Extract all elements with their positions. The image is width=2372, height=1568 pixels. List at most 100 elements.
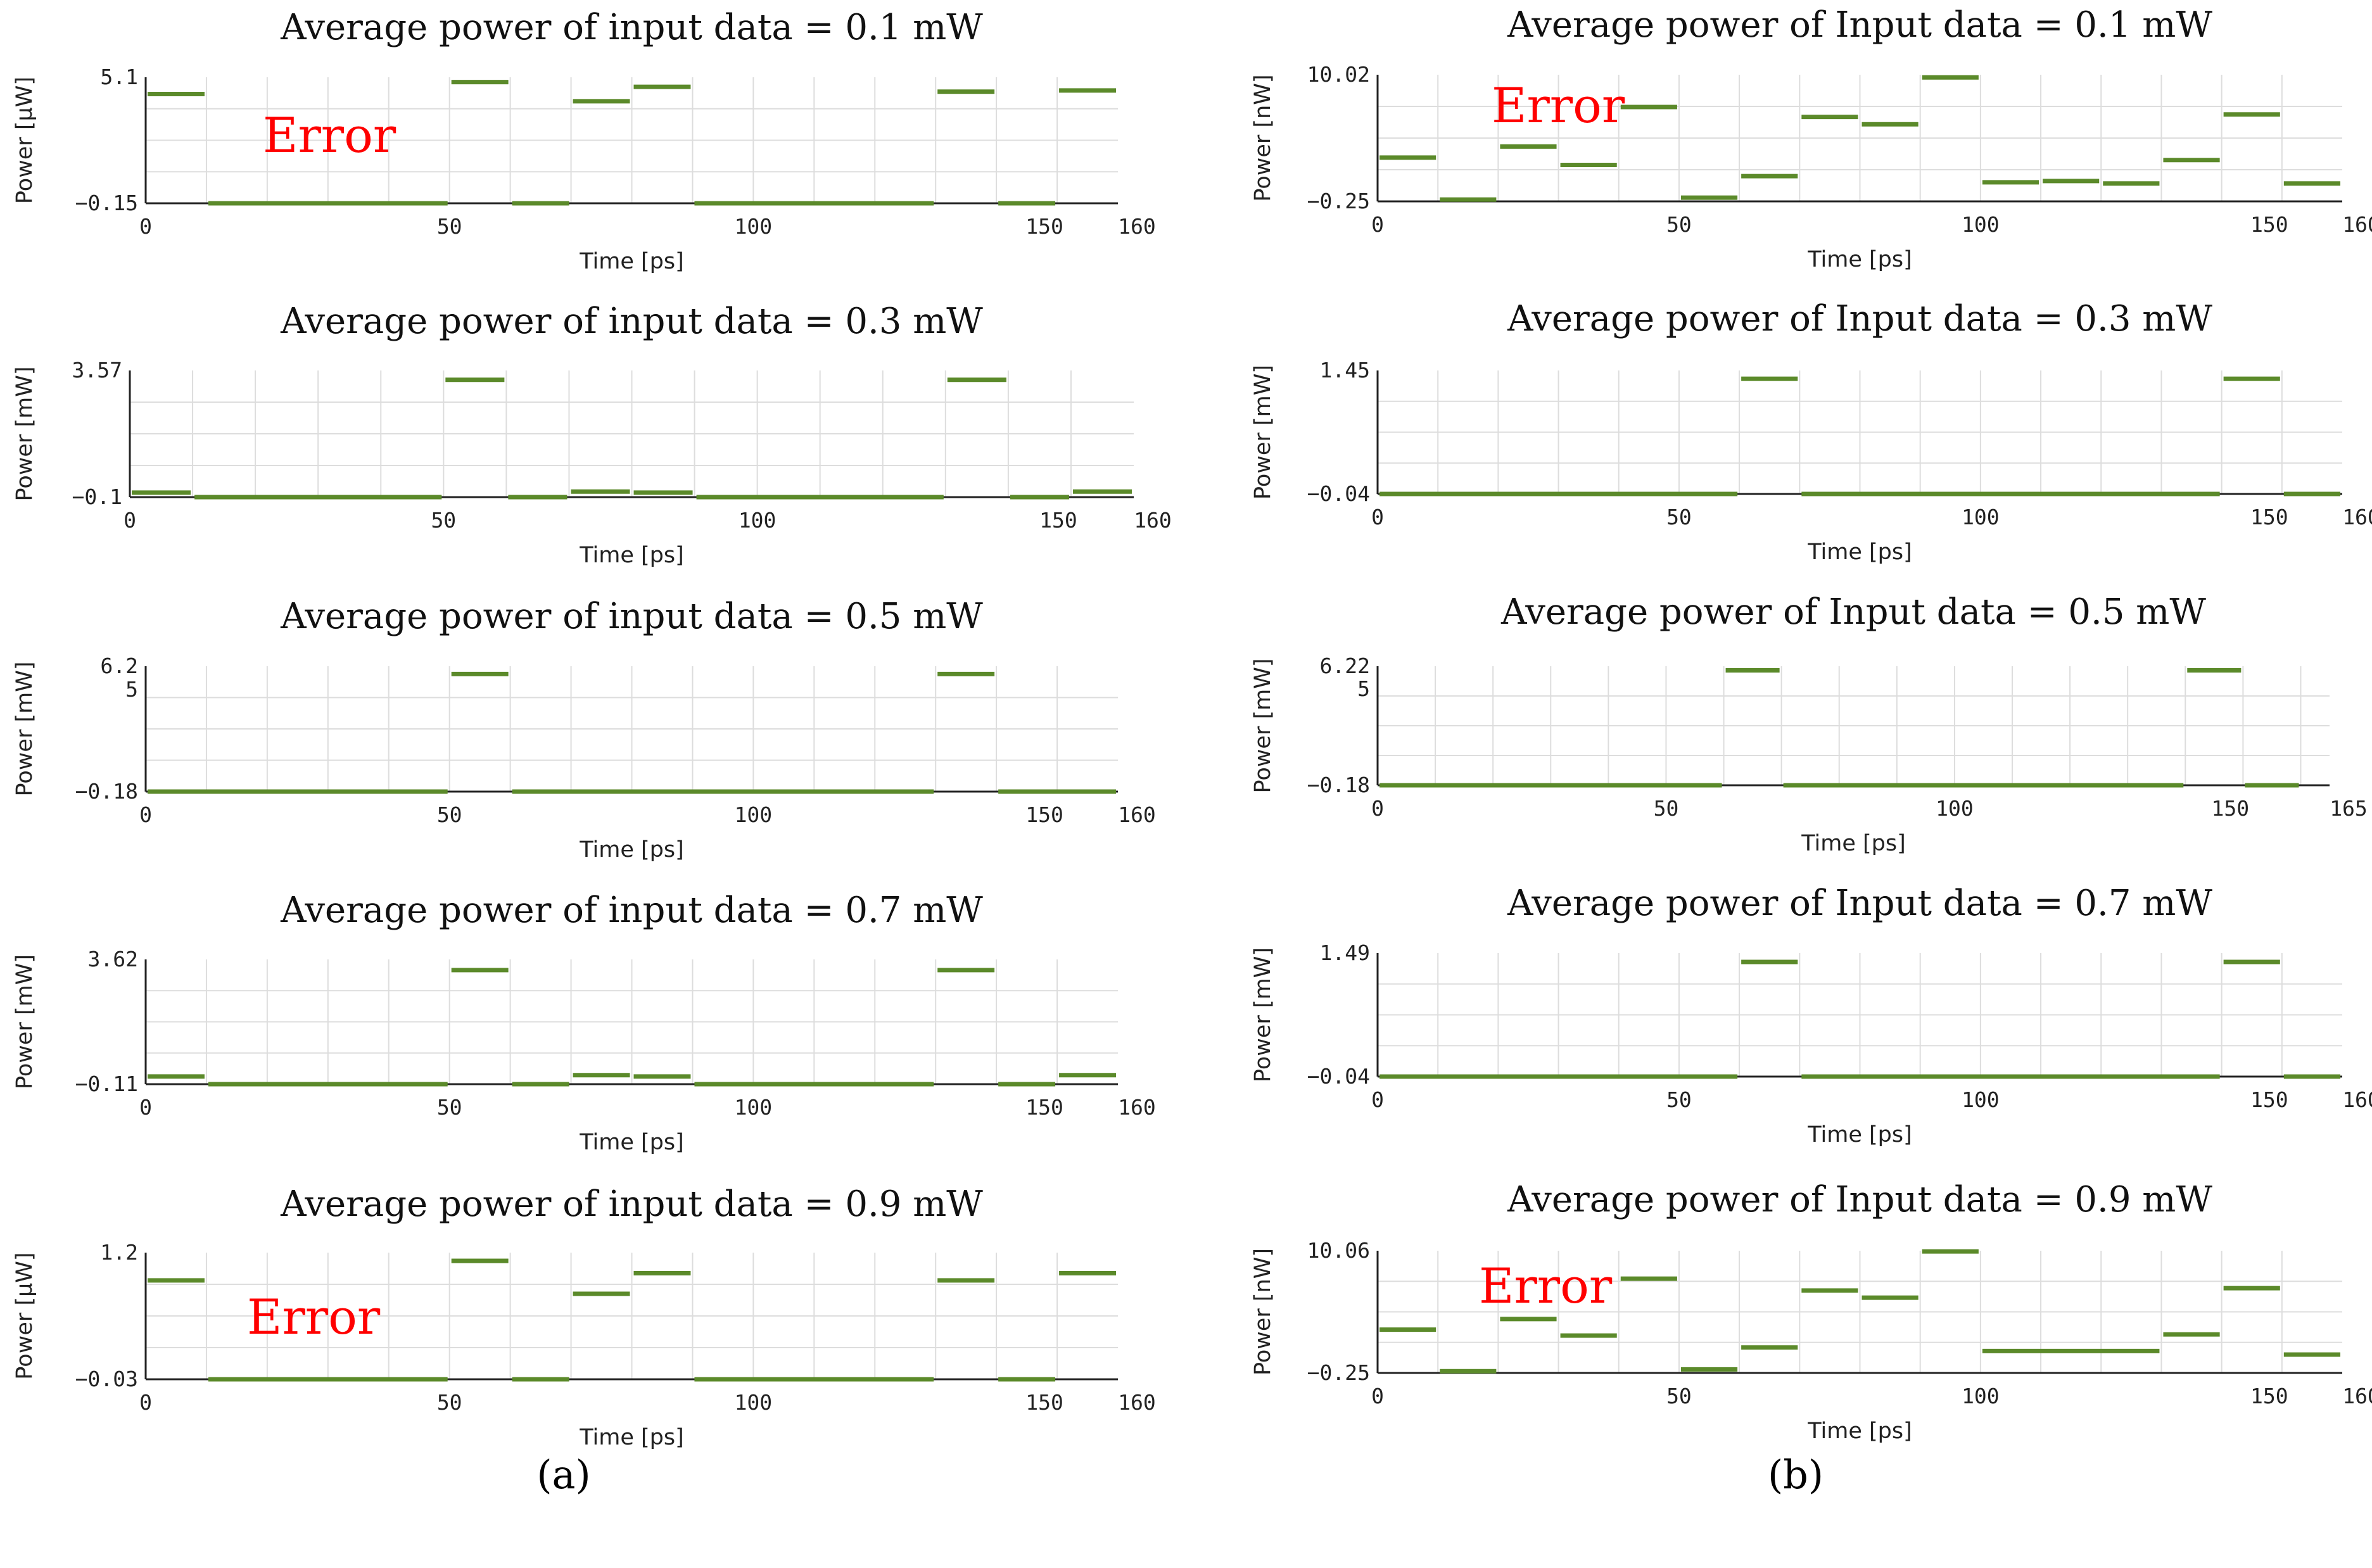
y-axis-label: Power [mW] xyxy=(1250,659,1276,793)
chart-title: Average power of input data = 0.1 mW xyxy=(280,7,983,48)
x-tick-label: 150 xyxy=(1025,214,1063,239)
chart-b3: Average power of Input data = 0.5 mW −0.1… xyxy=(1250,591,2368,856)
x-tick-label: 50 xyxy=(437,1095,462,1120)
y-tick-label: 1.45 xyxy=(1320,358,1370,383)
panel-label-a: (a) xyxy=(536,1451,590,1498)
x-tick-label: 0 xyxy=(139,802,152,827)
x-tick-label: 0 xyxy=(139,1390,152,1415)
x-axis-label: Time [ps] xyxy=(1807,247,1912,272)
error-annotation: Error xyxy=(247,1289,381,1345)
y-axis-label: Power [mW] xyxy=(1250,365,1276,500)
x-tick-label: 100 xyxy=(735,214,773,239)
x-axis-label: Time [ps] xyxy=(579,543,684,568)
x-tick-label: 160 xyxy=(1118,214,1156,239)
x-axis-label: Time [ps] xyxy=(579,1425,684,1450)
error-annotation: Error xyxy=(1492,77,1625,134)
x-tick-label: 100 xyxy=(735,802,773,827)
x-axis-label: Time [ps] xyxy=(1807,540,1912,565)
x-tick-label: 50 xyxy=(1666,212,1692,237)
chart-title: Average power of Input data = 0.1 mW xyxy=(1507,4,2212,46)
y-axis-label: Power [nW] xyxy=(1250,1248,1276,1375)
x-tick-label: 160 xyxy=(2342,212,2372,237)
x-tick-label: 100 xyxy=(1962,505,2000,529)
x-tick-label: 0 xyxy=(124,508,136,533)
y-tick-label: −0.15 xyxy=(75,191,138,215)
x-tick-label: 100 xyxy=(1936,796,1974,821)
y-tick-label: 5 xyxy=(125,677,138,702)
x-tick-label: 100 xyxy=(735,1095,773,1120)
chart-a2: Average power of input data = 0.3 mW −0.1… xyxy=(12,301,1172,568)
x-tick-label: 160 xyxy=(1134,508,1172,533)
chart-a1: Average power of input data = 0.1 mW −0.1… xyxy=(12,7,1156,274)
x-tick-label: 50 xyxy=(437,1390,462,1415)
x-axis-label: Time [ps] xyxy=(1807,1122,1912,1148)
x-tick-label: 160 xyxy=(2342,505,2372,529)
y-tick-label: 10.02 xyxy=(1307,62,1370,87)
x-tick-label: 50 xyxy=(431,508,456,533)
error-annotation: Error xyxy=(1479,1258,1613,1314)
chart-b2: Average power of Input data = 0.3 mW −0.0… xyxy=(1250,298,2372,565)
x-tick-label: 0 xyxy=(1371,505,1384,529)
y-axis-label: Power [mW] xyxy=(12,954,37,1089)
x-tick-label: 150 xyxy=(1025,802,1063,827)
x-tick-label: 50 xyxy=(437,802,462,827)
x-tick-label: 160 xyxy=(2342,1384,2372,1408)
x-tick-label: 0 xyxy=(1371,1384,1384,1408)
x-tick-label: 50 xyxy=(1666,1087,1692,1112)
y-axis-label: Power [mW] xyxy=(1250,947,1276,1082)
y-tick-label: −0.04 xyxy=(1307,1064,1370,1089)
x-tick-label: 50 xyxy=(1654,796,1679,821)
x-tick-label: 160 xyxy=(2342,1087,2372,1112)
x-tick-label: 100 xyxy=(1962,212,2000,237)
panel-label-b: (b) xyxy=(1768,1451,1823,1498)
x-tick-label: 150 xyxy=(1025,1095,1063,1120)
x-tick-label: 160 xyxy=(1118,1390,1156,1415)
x-axis-label: Time [ps] xyxy=(579,249,684,274)
chart-a3: Average power of input data = 0.5 mW −0.1… xyxy=(12,596,1156,863)
chart-title: Average power of input data = 0.9 mW xyxy=(280,1184,983,1225)
x-axis-label: Time [ps] xyxy=(1801,831,1906,856)
y-tick-label: −0.11 xyxy=(75,1072,138,1096)
x-tick-label: 100 xyxy=(735,1390,773,1415)
chart-title: Average power of input data = 0.3 mW xyxy=(280,301,983,342)
y-tick-label: −0.03 xyxy=(75,1367,138,1391)
chart-a4: Average power of input data = 0.7 mW −0.1… xyxy=(12,890,1156,1155)
chart-title: Average power of input data = 0.5 mW xyxy=(280,596,983,637)
y-tick-label: −0.04 xyxy=(1307,481,1370,506)
x-tick-label: 150 xyxy=(2212,796,2250,821)
y-axis-label: Power [nW] xyxy=(1250,74,1276,201)
chart-b5: Average power of Input data = 0.9 mW −0.2… xyxy=(1250,1179,2372,1444)
y-tick-label: 6.2 xyxy=(100,654,138,678)
x-tick-label: 100 xyxy=(739,508,777,533)
x-tick-label: 0 xyxy=(1371,1087,1384,1112)
x-tick-label: 150 xyxy=(1039,508,1077,533)
y-tick-label: −0.18 xyxy=(1307,773,1370,797)
x-tick-label: 165 xyxy=(2330,796,2368,821)
x-tick-label: 150 xyxy=(1025,1390,1063,1415)
y-tick-label: −0.1 xyxy=(72,484,122,509)
y-axis-label: Power [mW] xyxy=(12,367,37,502)
x-axis-label: Time [ps] xyxy=(579,837,684,863)
x-tick-label: 100 xyxy=(1962,1384,2000,1408)
x-tick-label: 0 xyxy=(139,1095,152,1120)
x-tick-label: 50 xyxy=(437,214,462,239)
y-tick-label: 3.62 xyxy=(88,947,138,971)
x-axis-label: Time [ps] xyxy=(1807,1419,1912,1444)
x-tick-label: 0 xyxy=(139,214,152,239)
x-tick-label: 50 xyxy=(1666,1384,1692,1408)
x-tick-label: 100 xyxy=(1962,1087,2000,1112)
chart-title: Average power of input data = 0.7 mW xyxy=(280,890,983,931)
x-tick-label: 150 xyxy=(2250,1384,2288,1408)
x-tick-label: 150 xyxy=(2250,1087,2288,1112)
y-tick-label: −0.18 xyxy=(75,779,138,804)
chart-b1: Average power of Input data = 0.1 mW −0.2… xyxy=(1250,4,2372,272)
y-tick-label: 1.2 xyxy=(100,1240,138,1265)
chart-b4: Average power of Input data = 0.7 mW −0.0… xyxy=(1250,883,2372,1148)
chart-title: Average power of Input data = 0.3 mW xyxy=(1507,298,2212,339)
x-tick-label: 160 xyxy=(1118,1095,1156,1120)
y-tick-label: 3.57 xyxy=(72,358,122,383)
y-tick-label: −0.25 xyxy=(1307,189,1370,213)
y-tick-label: 10.06 xyxy=(1307,1238,1370,1263)
x-tick-label: 0 xyxy=(1371,796,1384,821)
chart-a5: Average power of input data = 0.9 mW −0.0… xyxy=(12,1184,1156,1450)
